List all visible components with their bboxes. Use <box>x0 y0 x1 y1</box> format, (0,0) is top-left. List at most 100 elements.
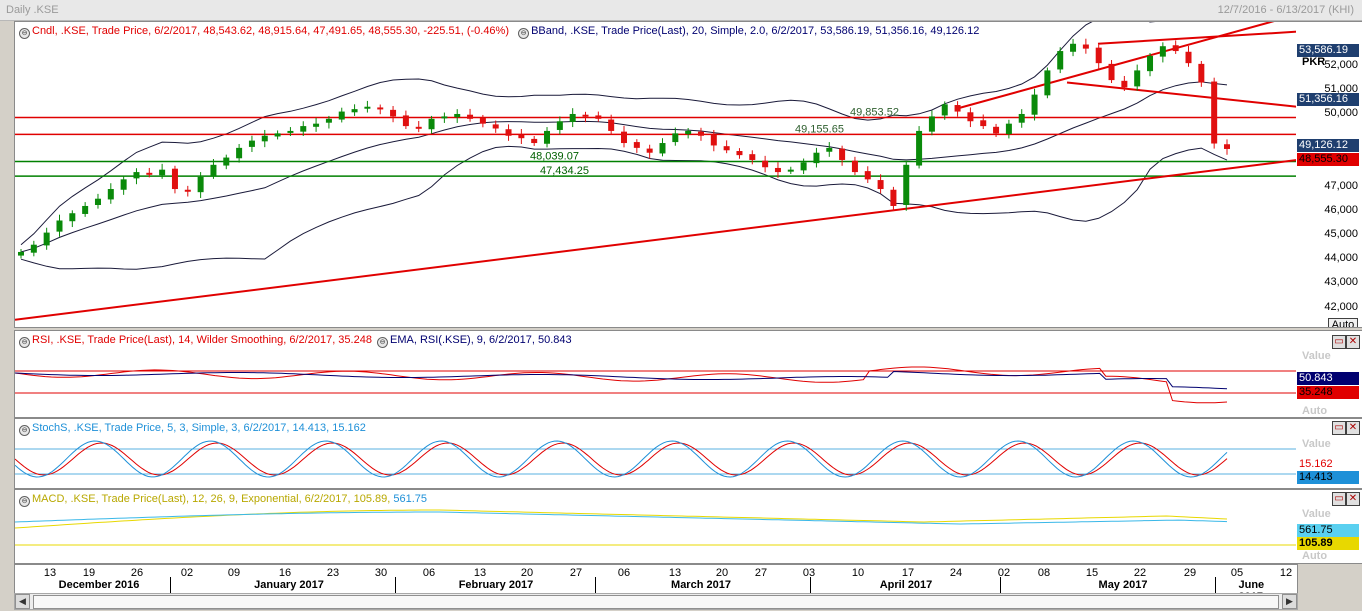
candle-body <box>184 189 191 192</box>
candle-body <box>325 118 332 123</box>
horizontal-scrollbar[interactable]: ◀ ▶ <box>14 593 1298 610</box>
x-axis-month-separator <box>395 577 396 593</box>
tag-bband-middle: 51,356.16 <box>1297 93 1359 106</box>
scroll-left-icon[interactable]: ◀ <box>15 594 30 609</box>
stoch-d-line <box>15 442 1228 476</box>
stoch-k-line <box>15 440 1228 478</box>
date-range: 12/7/2016 - 6/13/2017 (KHI) <box>1217 4 1354 16</box>
candle-body <box>839 148 846 160</box>
legend-macd-icon[interactable]: ⊖ <box>19 496 30 507</box>
candle-body <box>928 116 935 132</box>
candle-body <box>159 169 166 176</box>
candle-body <box>146 172 153 175</box>
price-tick-label: 52,000 <box>1324 58 1358 71</box>
rsi-ema-line <box>15 370 1228 390</box>
candle-body <box>171 168 178 190</box>
macd-legend: ⊖ MACD, .KSE, Trade Price(Last), 12, 26, … <box>19 493 427 507</box>
stoch-chart[interactable] <box>15 419 1297 488</box>
candle-body <box>133 172 140 179</box>
close-icon[interactable]: ✕ <box>1346 492 1360 506</box>
candle-body <box>697 131 704 136</box>
candle-body <box>941 104 948 116</box>
macd-chart[interactable] <box>15 490 1297 563</box>
macd-pane[interactable]: ⊖ MACD, .KSE, Trade Price(Last), 12, 26, … <box>14 489 1298 564</box>
legend-rsi-icon[interactable]: ⊖ <box>19 337 30 348</box>
x-axis-month-label: December 2016 <box>58 579 140 591</box>
channel-upper-trendline <box>954 22 1275 111</box>
x-axis-month-label: May 2017 <box>1098 579 1148 591</box>
bband-upper-line <box>20 22 1156 246</box>
candle-body <box>851 160 858 173</box>
close-icon[interactable]: ✕ <box>1346 335 1360 349</box>
legend-candle: Cndl, .KSE, Trade Price, 6/2/2017, 48,54… <box>32 25 509 37</box>
window-title: Daily .KSE <box>6 4 59 16</box>
candle-body <box>441 116 448 119</box>
x-axis-day-label: 27 <box>569 567 583 579</box>
legend-bband-icon[interactable]: ⊖ <box>518 28 530 39</box>
stoch-legend: ⊖ StochS, .KSE, Trade Price, 5, 3, Simple… <box>19 422 366 436</box>
horizontal-level-label: 49,853.52 <box>850 107 899 119</box>
window-titlebar: Daily .KSE 12/7/2016 - 6/13/2017 (KHI) <box>0 0 1362 21</box>
x-axis-day-label: 22 <box>1133 567 1147 579</box>
price-axis[interactable]: 52,00051,00050,00048,00047,00046,00045,0… <box>1296 21 1362 328</box>
x-axis-day-label: 13 <box>668 567 682 579</box>
tag-stoch-d: 15.162 <box>1297 458 1359 471</box>
price-pane[interactable]: 49,853.52 49,155.65 48,039.07 47,434.25 ⊖ Cn… <box>14 21 1298 328</box>
restore-icon[interactable]: ▭ <box>1332 335 1346 349</box>
candle-body <box>1159 46 1166 57</box>
candle-body <box>710 134 717 146</box>
candle-body <box>685 130 692 135</box>
rsi-pane[interactable]: ⊖ RSI, .KSE, Trade Price(Last), 14, Wilde… <box>14 330 1298 418</box>
x-axis[interactable]: 13 19 26 02 09 16 23 30 06 13 20 27 06 13 20 27 03 10 17 24… <box>14 564 1298 603</box>
auto-scale-button[interactable]: Auto <box>1328 318 1358 327</box>
candle-body <box>415 126 422 129</box>
channel-top-trendline <box>1097 30 1297 45</box>
candle-body <box>608 119 615 131</box>
tag-ema: 50.843 <box>1297 372 1359 385</box>
candle-body <box>916 130 923 166</box>
x-axis-day-label: 06 <box>422 567 436 579</box>
horizontal-level-label: 49,155.65 <box>795 123 844 135</box>
x-axis-month-separator <box>810 577 811 593</box>
stoch-axis[interactable]: ▭ ✕ Value 15.162 14.413 <box>1296 418 1362 489</box>
scroll-right-icon[interactable]: ▶ <box>1282 594 1297 609</box>
legend-stoch-icon[interactable]: ⊖ <box>19 425 30 436</box>
candle-body <box>518 134 525 139</box>
x-axis-day-label: 29 <box>1183 567 1197 579</box>
candle-body <box>1172 45 1179 52</box>
macd-signal-line <box>15 511 1228 525</box>
legend-ema-icon[interactable]: ⊖ <box>377 337 389 348</box>
close-icon[interactable]: ✕ <box>1346 421 1360 435</box>
rsi-legend: ⊖ RSI, .KSE, Trade Price(Last), 14, Wilde… <box>19 334 572 348</box>
x-axis-day-label: 27 <box>754 567 768 579</box>
candle-body <box>1095 47 1102 64</box>
x-axis-day-label: 19 <box>82 567 96 579</box>
candle-body <box>82 205 89 214</box>
tag-macd: 105.89 <box>1297 537 1359 550</box>
price-chart[interactable]: 49,853.52 49,155.65 48,039.07 47,434.25 <box>15 22 1297 327</box>
rsi-axis[interactable]: ▭ ✕ Value 50.843 35.248 Auto <box>1296 330 1362 418</box>
legend-candle-icon[interactable]: ⊖ <box>19 28 30 39</box>
tag-bband-upper: 53,586.19 <box>1297 44 1359 57</box>
candle-body <box>107 189 114 200</box>
stoch-pane[interactable]: ⊖ StochS, .KSE, Trade Price, 5, 3, Simple… <box>14 418 1298 489</box>
candle-body <box>30 244 37 253</box>
legend-macd: MACD, .KSE, Trade Price(Last), 12, 26, 9… <box>32 493 391 505</box>
candle-body <box>993 126 1000 134</box>
candle-body <box>762 160 769 168</box>
price-tick-label: 45,000 <box>1324 228 1358 241</box>
candle-body <box>69 213 76 222</box>
tag-last-price: 48,555.30 <box>1297 153 1359 166</box>
candle-body <box>1082 44 1089 49</box>
legend-stoch: StochS, .KSE, Trade Price, 5, 3, Simple,… <box>32 422 366 434</box>
rsi-chart[interactable] <box>15 331 1297 417</box>
scroll-thumb[interactable] <box>33 595 1279 609</box>
candle-body <box>261 135 268 142</box>
restore-icon[interactable]: ▭ <box>1332 492 1346 506</box>
restore-icon[interactable]: ▭ <box>1332 421 1346 435</box>
candle-body <box>1185 51 1192 64</box>
macd-axis[interactable]: ▭ ✕ Value 561.75 105.89 Auto <box>1296 489 1362 564</box>
x-axis-month-separator <box>1215 577 1216 593</box>
candle-body <box>1121 80 1128 88</box>
x-axis-month-label: January 2017 <box>254 579 324 591</box>
